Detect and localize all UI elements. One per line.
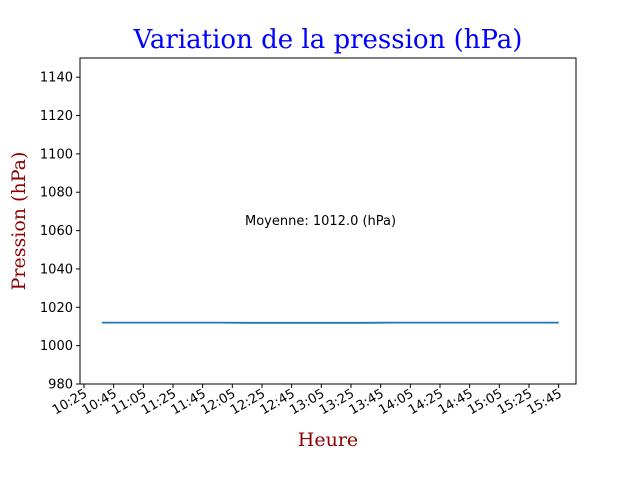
plot-area [79,57,577,385]
y-tick-label: 1080 [40,186,73,201]
x-axis-label: Heure [298,429,358,451]
y-tick-label: 980 [48,378,73,393]
x-tick-label: 15:45 [525,386,565,418]
y-tick-label: 1100 [40,147,73,162]
x-axis: 10:2510:4511:0511:2511:4512:0512:2512:45… [50,384,565,418]
y-tick-label: 1000 [40,339,73,354]
mean-annotation: Moyenne: 1012.0 (hPa) [245,214,396,229]
y-tick-label: 1120 [40,109,73,124]
y-axis: 980 1000 1020 1040 1060 1080 1100 1120 1140 [40,71,80,393]
chart-title: Variation de la pression (hPa) [133,25,523,55]
y-axis-label: Pression (hPa) [8,152,30,291]
y-tick-label: 1040 [40,262,73,277]
y-tick-label: 1020 [40,301,73,316]
y-tick-label: 1140 [40,71,73,86]
y-tick-label: 1060 [40,224,73,239]
